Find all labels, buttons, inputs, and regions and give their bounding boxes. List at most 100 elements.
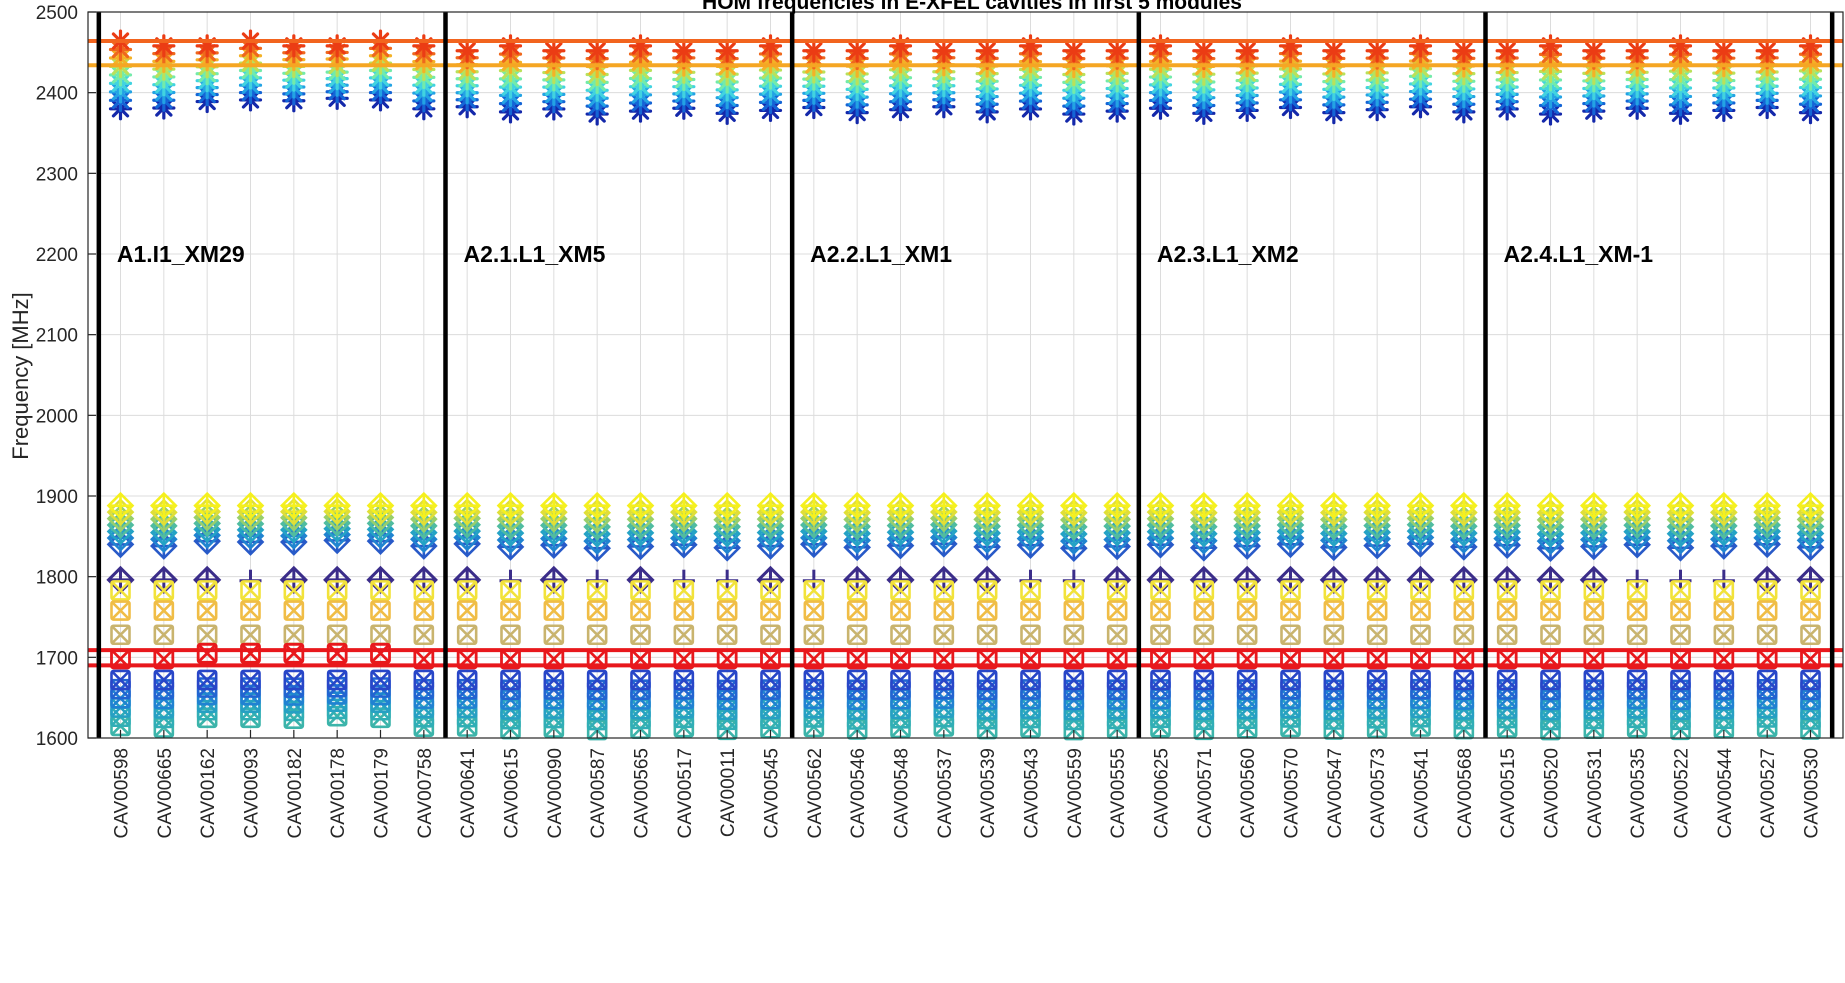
x-tick-label: CAV00093 [242,748,263,839]
marker-stroke [240,643,261,664]
marker-stroke [933,624,954,645]
marker-stroke [543,580,564,601]
x-square-yellow [413,580,435,646]
x-tick-label: CAV00520 [1542,748,1563,839]
x-square-yellow [1670,580,1691,646]
x-square-yellow [1540,580,1561,646]
x-tick-label: CAV00560 [1238,748,1259,839]
marker-square [846,669,868,691]
marker-square [1106,580,1128,601]
marker-square [1106,624,1128,646]
marker-stroke [1323,670,1344,690]
marker-stroke [1237,670,1258,690]
marker-stroke [1237,624,1258,645]
marker-stroke [1497,624,1518,645]
marker-square [326,580,348,601]
marker-stroke [370,600,391,621]
marker-square [1626,669,1648,691]
x-square-yellow [1800,580,1821,646]
marker-stroke [1713,600,1734,621]
plus-diamond-stack [106,491,135,559]
asterisk-stack [1538,34,1563,126]
asterisk-stack [1105,39,1129,123]
asterisk-stack [1712,39,1736,123]
marker-stroke [1627,580,1648,601]
marker-stroke [1410,624,1431,645]
x-square-yellow [370,580,391,646]
marker-square [283,580,305,601]
x-square-yellow [283,580,305,646]
marker-square [1540,600,1561,621]
marker-stroke [587,580,608,601]
plus-diamond-stack [279,491,308,556]
marker-square [673,580,695,601]
marker-stroke [413,580,434,601]
asterisk-stack [1062,39,1086,126]
marker-stroke [1368,42,1386,60]
marker-square [1106,600,1128,621]
x-square-yellow [1280,580,1301,646]
marker-stroke [1757,580,1778,601]
y-axis-label: Frequency [MHz] [8,292,33,460]
marker-square [1453,600,1475,621]
marker-stroke [1108,42,1126,60]
marker-square [1410,600,1431,621]
marker-stroke [457,624,478,645]
x-tick-label: CAV00544 [1715,748,1736,839]
asterisk-stack [542,39,566,121]
asterisk-stack [1408,34,1433,119]
marker-stroke [587,670,608,690]
marker-stroke [760,580,781,601]
marker-stroke [457,670,478,690]
asterisk-stack [1278,34,1303,120]
marker-square [413,580,435,601]
marker-square [110,669,131,691]
x-square-yellow [846,580,868,646]
marker-square [543,600,565,621]
marker-square [326,669,348,691]
marker-square [1410,580,1431,601]
marker-square [240,600,261,621]
x-square-stack [326,669,348,727]
marker-stroke [1540,624,1561,645]
plus-diamond-stack [799,491,828,559]
y-tick-label: 2300 [36,164,78,185]
marker-square [326,600,348,621]
marker-square [1236,600,1258,621]
x-square-stack [456,669,478,737]
marker-stroke [1540,580,1561,601]
marker-stroke [1410,580,1431,601]
x-tick-label: CAV00543 [1022,748,1043,839]
marker-stroke [1063,624,1084,645]
marker-square [1670,600,1691,621]
marker-square [1366,600,1388,621]
x-tick-label: CAV00570 [1282,748,1303,839]
marker-stroke [1540,600,1561,621]
marker-stroke [1367,580,1388,601]
marker-square [716,600,738,621]
marker-square [846,624,868,646]
marker-square [1713,669,1735,691]
marker-square [283,669,305,691]
x-square-yellow [716,580,738,646]
marker-square [1583,669,1605,691]
marker-square [1236,624,1258,646]
marker-stroke [370,643,391,664]
marker-stroke [1498,42,1516,60]
x-square-yellow [1496,580,1518,646]
marker-stroke [1150,580,1171,601]
plus-diamond-stack [1536,491,1565,563]
marker-square [1756,624,1778,646]
marker-stroke [933,600,954,621]
marker-square [890,669,911,691]
x-square-stack [1496,669,1518,738]
marker-square [1583,600,1605,621]
marker-stroke [283,624,304,645]
plus-diamond-stack [1796,491,1825,562]
x-tick-label: CAV00011 [718,748,739,837]
x-tick-label: CAV00625 [1152,748,1173,839]
marker-stroke [673,600,694,621]
marker-stroke [370,670,391,690]
marker-stroke [977,624,998,645]
marker-stroke [847,624,868,645]
